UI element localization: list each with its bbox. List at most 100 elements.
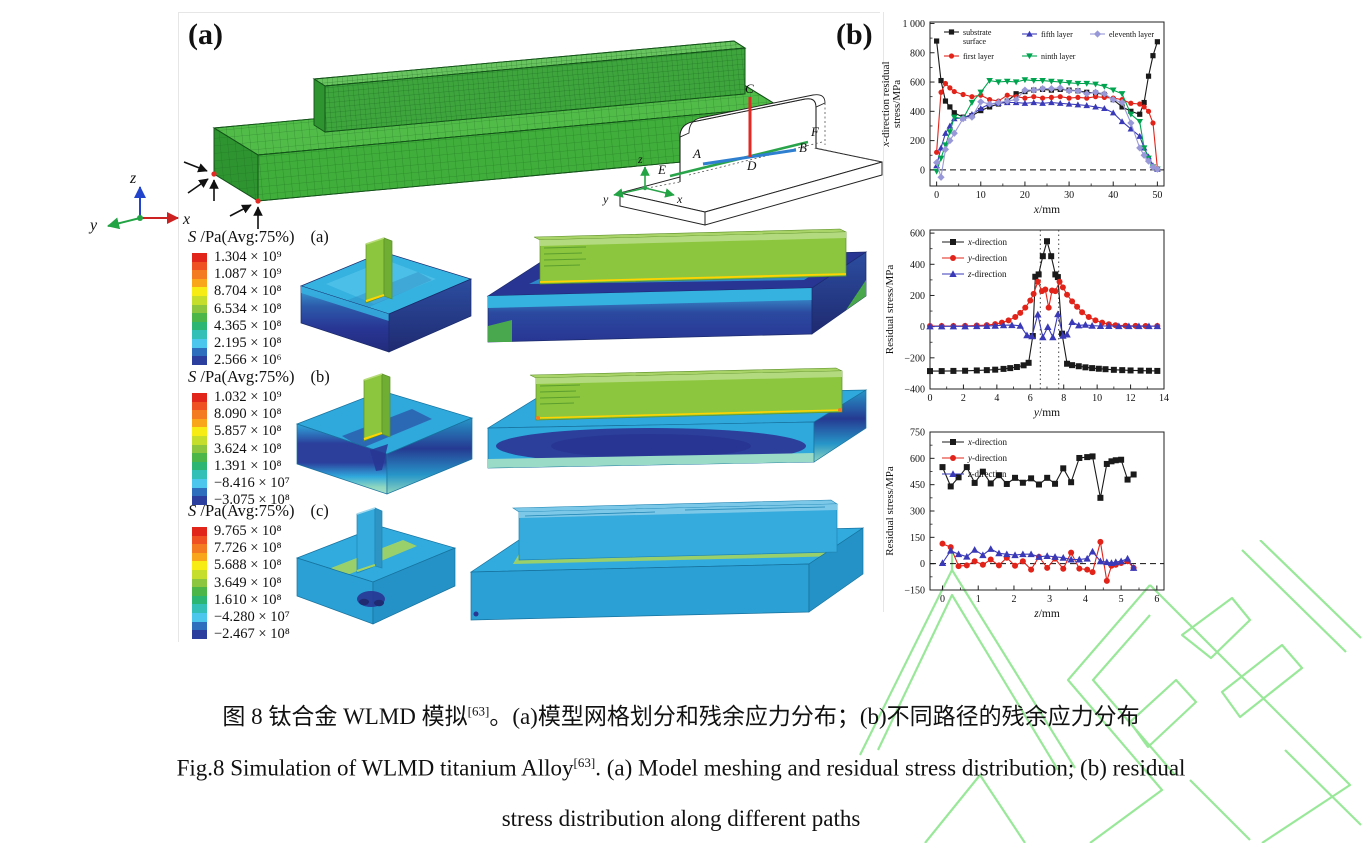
colorbar-chip [192,561,207,570]
figure-caption: 图 8 钛合金 WLMD 模拟[63]。(a)模型网格划分和残余应力分布；(b)… [40,697,1322,856]
y-tick-label: 600 [910,78,925,89]
y-tick-label: −200 [904,353,925,364]
chart-legend: x-direction y-direction z-direction [942,437,1007,479]
mesh-axes-triad: z x y [88,170,190,234]
colorbar-chip [192,487,207,497]
wall-c-large [518,503,838,561]
colorbar-chip [192,435,207,445]
x-tick-label: 10 [1092,393,1102,404]
colorbar-chip [192,330,207,339]
colorbar-title: S /Pa(Avg:75%) (a) [188,227,329,246]
colorbar-chip [192,569,207,579]
legend-label: eleventh layer [1109,30,1154,39]
boundary-arrows-front-left [229,198,263,229]
subfigure-label: (c) [310,501,329,520]
watermark-line [1091,614,1176,776]
x-tick-label: 12 [1126,393,1136,404]
figure-left-edge-line [178,12,179,642]
colorbar-value: 8.704 × 10⁸ [214,283,282,300]
colorbar-chip [192,261,207,271]
x-tick-label: 40 [1108,190,1118,201]
legend-label: z-direction [967,269,1007,279]
colorbar-chip [192,544,207,553]
watermark-line [1066,584,1164,843]
x-axis-title: y/mm [1033,407,1060,419]
point-D-label: D [746,158,757,173]
colorbar-chip [192,278,207,288]
x-axis-label: x [182,211,190,228]
x-tick-label: 10 [976,190,986,201]
point-C-label: C [745,81,754,96]
caption-zh-pre: 图 8 钛合金 WLMD 模拟 [222,704,468,729]
y-axis-label: y [88,217,98,234]
y-axis-label: y [602,192,609,206]
colorbar-value: 7.726 × 10⁸ [214,540,282,557]
colorbar-chip [192,338,207,348]
contour-c-small [295,507,457,625]
x-tick-label: 50 [1152,190,1162,201]
mesh-substrate [212,79,782,202]
panel-a-label: (a) [188,18,223,51]
y-tick-label: 0 [920,322,925,333]
y-tick-label: 400 [910,260,925,271]
legend-label: first layer [963,52,994,61]
colorbar-chip [192,356,207,365]
legend-label: x-direction [967,437,1007,447]
x-tick-label: 0 [928,393,933,404]
subfigure-label: (a) [310,227,329,246]
legend-label: fifth layer [1041,30,1073,39]
x-tick-label: 8 [1061,393,1066,404]
colorbar-value: 1.032 × 10⁹ [214,389,282,405]
colorbar-value: 1.304 × 10⁹ [214,249,282,265]
point-E-label: E [657,162,666,177]
series-z-direction [926,310,1162,341]
y-axis-title: Residual stress/MPa [884,466,896,556]
colorbar-value: 9.765 × 10⁸ [214,523,282,539]
legend-label: surface [963,37,987,46]
colorbar-chip [192,630,207,639]
colorbar-chip [192,527,207,536]
bc-node-dot [211,171,217,177]
colorbar-value: 5.857 × 10⁸ [214,423,282,440]
colorbar-chip [192,393,207,402]
figure-top-edge-line [178,12,880,13]
colorbar-chip [192,347,207,357]
y-axis-title: Residual stress/MPa [884,265,896,355]
x-tick-label: 1 [976,594,981,605]
colorbar-chip [192,604,207,613]
x-tick-label: 4 [994,393,999,404]
series-eleventh-layer [933,84,1161,181]
y-axis-arrow [107,217,141,230]
colorbar-chip [192,313,207,322]
y-tick-label: −400 [904,385,925,396]
colorbar-chip [192,410,207,419]
colorbar-value: −8.416 × 10⁷ [214,475,290,491]
x-tick-label: 4 [1083,594,1088,605]
path-schematic: C A B D E F z y x [602,81,883,226]
subfigure-label: (b) [310,367,330,386]
legend-label: z-direction [967,469,1007,479]
chart-residual-stress-along-y: 0 2 4 6 8 10 12 14 −400 −200 0 200 400 600 y/mm Residua… [884,229,1169,419]
colorbar-value: 3.649 × 10⁸ [214,574,282,591]
x-tick-label: 14 [1159,393,1169,404]
colorbar-chip [192,587,207,596]
chart-axes: 0 10 20 30 40 50 0 200 400 600 800 1 000 x/mm x-direc… [880,19,1165,216]
caption-zh-post: 。(a)模型网格划分和残余应力分布；(b)不同路径的残余应力分布 [489,704,1140,729]
bc-node-dot [255,198,261,204]
colorbar-chip [192,496,207,505]
colorbar-value: 2.566 × 10⁶ [214,352,282,369]
y-axis-arrow [613,187,646,198]
colorbar-chip [192,295,207,305]
chart-residual-stress-along-x: 0 10 20 30 40 50 0 200 400 600 800 1 000 x/mm x-direc… [880,19,1165,216]
point-F-label: F [810,124,820,139]
colorbar-chip [192,478,207,488]
triad-origin-dot [642,185,648,191]
colorbar-value: 2.195 × 10⁸ [214,335,282,351]
y-tick-label: 1 000 [903,19,926,30]
y-tick-label: 400 [910,107,925,118]
caption-line-en-1: Fig.8 Simulation of WLMD titanium Alloy[… [40,755,1322,782]
contour-c-large [469,499,865,621]
caption-en-pre: Fig.8 Simulation of WLMD titanium Alloy [176,755,574,781]
colorbar-chip [192,595,207,605]
